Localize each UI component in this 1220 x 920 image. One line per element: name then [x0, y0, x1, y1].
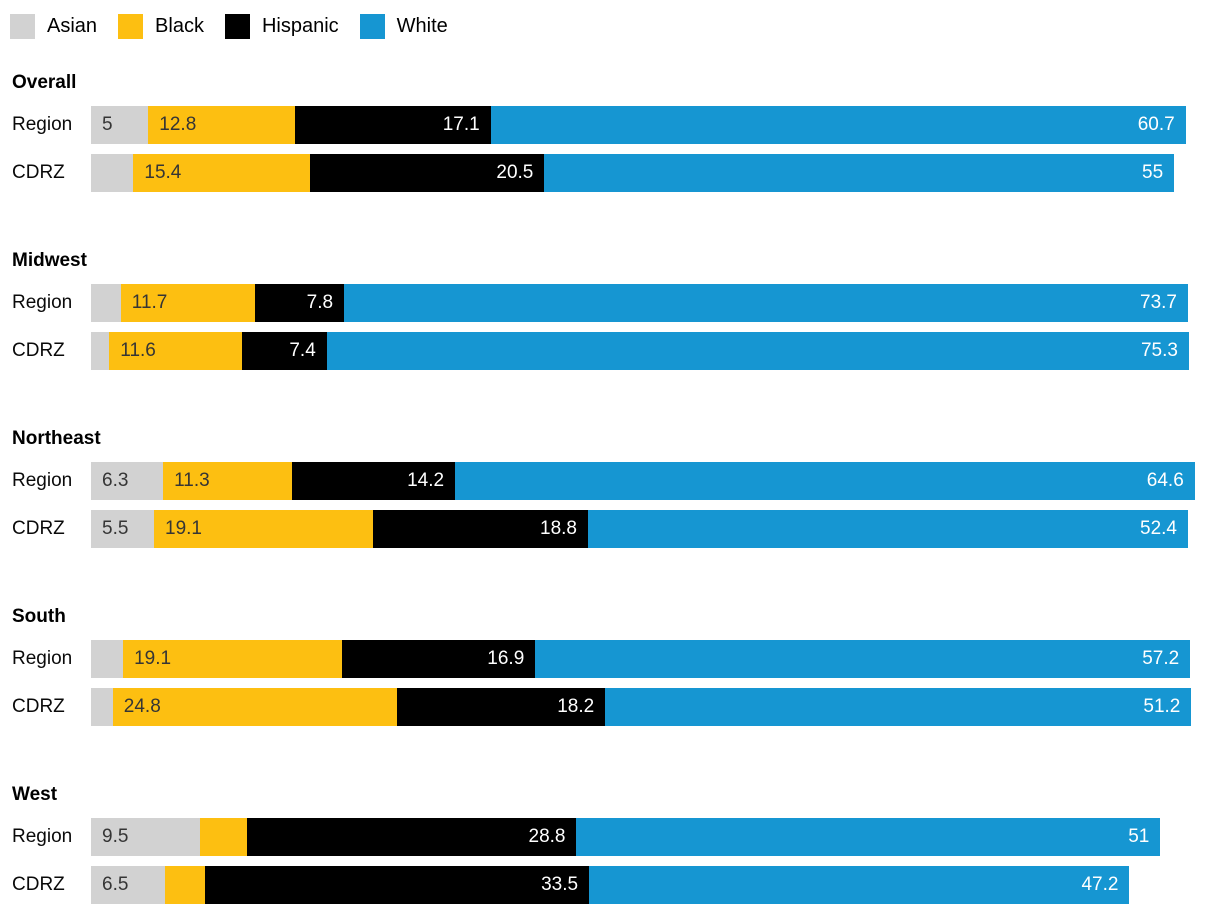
legend-label-black: Black — [155, 15, 204, 37]
bar-segment-asian — [91, 154, 134, 192]
bar-segment-asian: 5 — [91, 106, 149, 144]
group-northeast: Northeast Region 6.3 11.3 14.2 64.6 CDRZ 5.5 19.… — [0, 427, 1220, 548]
row-label: Region — [12, 826, 73, 847]
bar-segment-black: 15.4 — [133, 154, 310, 192]
bar-segment-white: 51.2 — [605, 688, 1192, 726]
bar-segment-hispanic: 33.5 — [205, 866, 590, 904]
legend-item-white: White — [359, 14, 448, 39]
bar-segment-white: 57.2 — [535, 640, 1191, 678]
bar-track: 11.7 7.8 73.7 — [91, 284, 1188, 322]
bar-segment-hispanic: 18.2 — [396, 688, 606, 726]
row-label: CDRZ — [12, 696, 65, 717]
bar-row-cdrz: CDRZ 6.5 33.5 47.2 — [0, 866, 1220, 904]
group-south: South Region 19.1 16.9 57.2 CDRZ 24.8 18.2 51.2 — [0, 605, 1220, 726]
bar-segment-black: 11.7 — [120, 284, 255, 322]
bar-segment-asian — [91, 284, 121, 322]
bar-row-region: Region 6.3 11.3 14.2 64.6 — [0, 462, 1220, 500]
bar-segment-asian: 6.3 — [91, 462, 164, 500]
bar-row-region: Region 9.5 28.8 51 — [0, 818, 1220, 856]
legend-label-hispanic: Hispanic — [261, 15, 339, 37]
bar-row-cdrz: CDRZ 15.4 20.5 55 — [0, 154, 1220, 192]
bar-segment-white: 55 — [544, 154, 1175, 192]
bar-segment-white: 51 — [576, 818, 1161, 856]
bar-row-region: Region 19.1 16.9 57.2 — [0, 640, 1220, 678]
bar-track: 19.1 16.9 57.2 — [91, 640, 1191, 678]
legend-swatch-hispanic — [224, 14, 250, 39]
bar-segment-asian — [91, 640, 124, 678]
bar-row-cdrz: CDRZ 11.6 7.4 75.3 — [0, 332, 1220, 370]
row-label: CDRZ — [12, 518, 65, 539]
bar-segment-asian: 9.5 — [91, 818, 200, 856]
legend: Asian Black Hispanic White — [0, 0, 1220, 39]
group-title: Midwest — [12, 250, 87, 271]
legend-swatch-black — [118, 14, 144, 39]
bar-segment-black — [199, 818, 247, 856]
bar-segment-black: 19.1 — [154, 510, 373, 548]
bar-segment-hispanic: 20.5 — [309, 154, 545, 192]
bar-segment-black: 19.1 — [123, 640, 342, 678]
bar-segment-black: 11.3 — [163, 462, 293, 500]
bar-segment-hispanic: 7.8 — [254, 284, 345, 322]
bar-track: 6.5 33.5 47.2 — [91, 866, 1130, 904]
row-label: Region — [12, 648, 73, 669]
legend-item-black: Black — [118, 14, 204, 39]
bar-segment-white: 60.7 — [490, 106, 1186, 144]
legend-label-white: White — [396, 15, 448, 37]
bar-segment-hispanic: 17.1 — [294, 106, 491, 144]
bar-segment-black: 11.6 — [109, 332, 243, 370]
group-overall: Overall Region 5 12.8 17.1 60.7 CDRZ 15.4 20.5 55 — [0, 71, 1220, 192]
legend-label-asian: Asian — [47, 15, 98, 37]
bar-segment-hispanic: 28.8 — [246, 818, 577, 856]
bar-segment-hispanic: 16.9 — [341, 640, 536, 678]
bar-track: 6.3 11.3 14.2 64.6 — [91, 462, 1195, 500]
bar-track: 5.5 19.1 18.8 52.4 — [91, 510, 1188, 548]
row-label: CDRZ — [12, 874, 65, 895]
bar-segment-black — [165, 866, 206, 904]
bar-segment-asian: 5.5 — [91, 510, 154, 548]
legend-swatch-asian — [10, 14, 35, 39]
bar-segment-white: 73.7 — [344, 284, 1188, 322]
legend-item-asian: Asian — [10, 14, 97, 39]
bar-row-region: Region 5 12.8 17.1 60.7 — [0, 106, 1220, 144]
row-label: CDRZ — [12, 162, 65, 183]
bar-segment-asian — [91, 332, 110, 370]
chart-groups: Overall Region 5 12.8 17.1 60.7 CDRZ 15.4 20.5 55… — [0, 71, 1220, 904]
bar-segment-white: 75.3 — [326, 332, 1189, 370]
legend-item-hispanic: Hispanic — [224, 14, 339, 39]
bar-segment-hispanic: 14.2 — [292, 462, 456, 500]
row-label: Region — [12, 470, 73, 491]
bar-segment-hispanic: 18.8 — [372, 510, 588, 548]
bar-segment-hispanic: 7.4 — [242, 332, 327, 370]
bar-track: 24.8 18.2 51.2 — [91, 688, 1192, 726]
legend-swatch-white — [359, 14, 385, 39]
bar-row-cdrz: CDRZ 5.5 19.1 18.8 52.4 — [0, 510, 1220, 548]
group-title: West — [12, 784, 58, 805]
group-midwest: Midwest Region 11.7 7.8 73.7 CDRZ 11.6 7.4 75.3 — [0, 249, 1220, 370]
bar-segment-asian: 6.5 — [91, 866, 166, 904]
bar-segment-asian — [91, 688, 113, 726]
bar-segment-white: 64.6 — [455, 462, 1195, 500]
bar-track: 9.5 28.8 51 — [91, 818, 1161, 856]
bar-row-cdrz: CDRZ 24.8 18.2 51.2 — [0, 688, 1220, 726]
group-title: South — [12, 606, 66, 627]
group-title: Northeast — [12, 428, 101, 449]
bar-track: 11.6 7.4 75.3 — [91, 332, 1189, 370]
bar-segment-black: 12.8 — [148, 106, 295, 144]
group-title: Overall — [12, 72, 77, 93]
row-label: Region — [12, 114, 73, 135]
bar-segment-black: 24.8 — [112, 688, 397, 726]
bar-row-region: Region 11.7 7.8 73.7 — [0, 284, 1220, 322]
row-label: CDRZ — [12, 340, 65, 361]
bar-segment-white: 52.4 — [587, 510, 1188, 548]
row-label: Region — [12, 292, 73, 313]
group-west: West Region 9.5 28.8 51 CDRZ 6.5 33.5 47.2 — [0, 783, 1220, 904]
bar-track: 5 12.8 17.1 60.7 — [91, 106, 1186, 144]
bar-segment-white: 47.2 — [589, 866, 1130, 904]
bar-track: 15.4 20.5 55 — [91, 154, 1175, 192]
